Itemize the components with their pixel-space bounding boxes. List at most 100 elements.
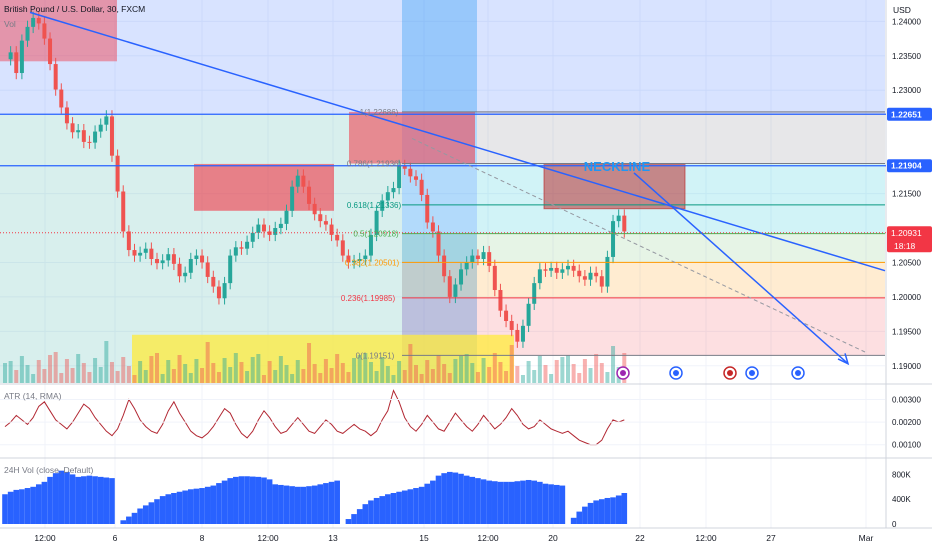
vol24-tick-label: 0 — [892, 520, 897, 529]
current-price-badge — [887, 226, 932, 253]
symbol-title[interactable]: British Pound / U.S. Dollar, 30, FXCM — [4, 4, 146, 14]
long-position-target-zone[interactable] — [0, 0, 885, 115]
vol24-bar — [441, 473, 447, 524]
supply-zone-3[interactable] — [194, 163, 334, 211]
volume-legend[interactable]: Vol — [4, 19, 16, 29]
volume-bar — [515, 366, 520, 383]
candle-body — [368, 234, 373, 256]
projection-arrow-line[interactable] — [633, 172, 849, 365]
currency-label: USD — [893, 5, 911, 15]
vertical-highlight-zone[interactable] — [402, 0, 477, 384]
vol24-bar — [86, 475, 93, 524]
candle-body — [87, 141, 92, 143]
event-icons[interactable] — [616, 366, 805, 380]
volume-bar — [475, 372, 480, 383]
price-axis[interactable]: 1.24000 1.23500 1.23000 1.22651 1.21904 1.215… — [887, 17, 932, 371]
candle-body — [284, 210, 289, 224]
volume-bar — [402, 370, 407, 383]
vol24-bar — [621, 493, 628, 524]
vol24-bar — [334, 480, 340, 524]
candle-body — [36, 17, 41, 24]
vol24-bar — [154, 499, 160, 524]
vol24-bar — [97, 476, 104, 524]
volume-bar — [261, 375, 266, 383]
vol24-bar — [69, 474, 76, 524]
vol24-bar — [109, 478, 115, 524]
neckline-zone[interactable] — [543, 164, 686, 210]
vol24-bar — [486, 480, 492, 524]
time-axis[interactable]: 12:00 6 8 12:00 13 15 12:00 20 22 12:00 27 Mar — [34, 533, 873, 543]
vol24-bar — [278, 484, 284, 524]
volume-bar — [594, 354, 599, 383]
volume-bar — [59, 373, 64, 383]
vol24-tick-label: 800K — [892, 470, 911, 479]
vol24-bar — [2, 494, 8, 524]
volume-bar — [509, 345, 514, 383]
volume-bar — [155, 353, 160, 383]
drawing-lines[interactable] — [0, 0, 886, 366]
vol24-bar — [598, 499, 605, 524]
fib-zone-1-0786[interactable] — [477, 111, 885, 164]
vol24-bar — [401, 490, 408, 524]
volume-bar — [436, 355, 441, 383]
atr-legend[interactable]: ATR (14, RMA) — [4, 391, 62, 401]
candle-body — [605, 256, 610, 287]
supply-zone-1[interactable] — [0, 0, 117, 62]
supply-zone-2[interactable] — [349, 111, 475, 164]
vol24-bar — [283, 485, 290, 524]
volume-bar — [470, 363, 475, 383]
volume-bar — [459, 356, 464, 383]
descending-trendline[interactable] — [29, 11, 886, 272]
candle-body — [166, 254, 171, 261]
time-tick-label: 12:00 — [257, 533, 279, 543]
vol24-bar — [47, 476, 53, 524]
vol24-bar — [176, 491, 183, 524]
volume-bar — [53, 352, 58, 383]
candle-body — [459, 269, 464, 285]
vol24-bar — [317, 484, 324, 524]
volume-bar — [532, 370, 537, 383]
volume-bar — [352, 358, 357, 383]
vol24-bar — [593, 500, 599, 524]
volume-bar — [138, 361, 143, 383]
volume-bar — [295, 360, 300, 383]
vol24-bar — [610, 497, 616, 524]
candle-body — [498, 290, 503, 311]
vol24-bar — [41, 481, 48, 524]
candle-body — [278, 223, 283, 229]
volume-bar — [228, 367, 233, 383]
vol24-bar — [165, 494, 172, 524]
fib-zone-05-0382[interactable] — [402, 233, 885, 263]
candle-body — [413, 176, 418, 180]
vol24-bar — [413, 488, 419, 524]
volume-bar — [14, 370, 19, 383]
volume-bar — [278, 356, 283, 383]
fib-zone-0382-0236[interactable] — [402, 262, 885, 298]
demand-zone[interactable] — [132, 334, 514, 383]
vol24-bar — [272, 484, 279, 524]
volume-bar — [537, 356, 542, 383]
candle-body — [566, 265, 570, 270]
vol24-legend[interactable]: 24H Vol (close, Default) — [4, 465, 94, 475]
volume-bar — [42, 369, 47, 383]
vol24-bar — [559, 485, 566, 524]
volume-bar — [312, 364, 317, 383]
candle-body — [290, 186, 295, 211]
vol24-bar — [582, 506, 588, 524]
candle-body — [470, 255, 475, 263]
candle-body — [616, 215, 621, 222]
vol24-bar — [356, 509, 363, 524]
volume-bar — [397, 361, 402, 383]
candle-body — [188, 259, 193, 273]
candle-body — [200, 255, 205, 263]
vol24-bar — [187, 489, 194, 524]
lightning-event-icon-center — [620, 370, 626, 376]
volume-bar — [25, 365, 30, 383]
volume-bar — [194, 359, 199, 383]
arrow-head[interactable] — [837, 353, 850, 366]
volume-bar — [560, 357, 565, 383]
drawing-zones[interactable] — [0, 0, 885, 384]
candle-body — [492, 265, 497, 291]
